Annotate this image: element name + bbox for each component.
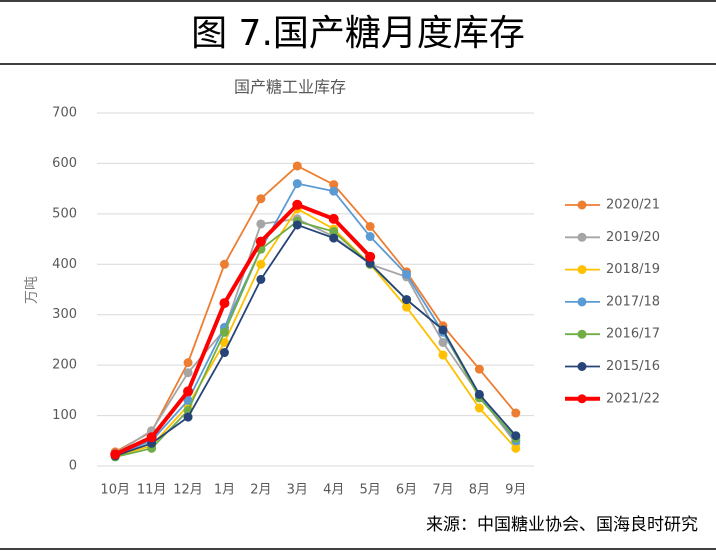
x-tick-label: 7月: [432, 483, 453, 498]
point: [438, 325, 448, 335]
point: [292, 179, 302, 189]
x-tick-label: 10月: [100, 483, 130, 498]
y-tick-label: 500: [52, 206, 77, 221]
legend-label: 2017/18: [606, 294, 660, 309]
point: [402, 302, 412, 312]
series-line: [114, 223, 517, 457]
point: [402, 295, 412, 305]
y-tick-label: 300: [52, 307, 77, 322]
point: [219, 337, 229, 347]
point: [438, 337, 448, 347]
legend-label: 2018/19: [606, 262, 660, 277]
x-tick-label: 11月: [137, 483, 167, 498]
point: [474, 389, 484, 399]
x-tick-label: 1月: [214, 483, 235, 498]
y-tick-label: 200: [52, 358, 77, 373]
legend-label: 2015/16: [606, 359, 660, 374]
series-line: [115, 220, 517, 458]
point: [183, 386, 194, 397]
legend-marker: [577, 394, 587, 404]
x-tick-label: 5月: [359, 483, 380, 498]
point: [219, 298, 230, 309]
series-line: [114, 164, 517, 453]
point: [474, 364, 484, 374]
point: [511, 431, 521, 441]
point: [110, 449, 121, 460]
point: [183, 368, 193, 378]
chart-title: 国产糖工业库存: [234, 78, 346, 97]
legend-label: 2016/17: [606, 327, 660, 342]
point: [183, 395, 193, 405]
point: [329, 180, 339, 190]
point: [255, 236, 266, 247]
point: [146, 432, 157, 443]
y-axis-label: 万吨: [24, 276, 40, 304]
x-tick-label: 9月: [505, 483, 526, 498]
point: [329, 233, 339, 243]
point: [219, 348, 229, 358]
point: [328, 213, 339, 224]
point: [292, 199, 303, 210]
point: [365, 232, 375, 242]
page-title: 图 7.国产糖月度库存: [191, 13, 525, 54]
x-tick-label: 8月: [469, 483, 490, 498]
legend-label: 2019/20: [606, 230, 660, 245]
point: [402, 269, 412, 279]
x-tick-label: 2月: [250, 483, 271, 498]
point: [292, 220, 302, 230]
y-tick-label: 0: [69, 459, 77, 474]
legend-marker: [577, 297, 587, 307]
point: [292, 161, 302, 171]
point: [256, 219, 266, 229]
series-line: [114, 217, 517, 455]
point: [365, 221, 375, 231]
x-tick-label: 4月: [323, 483, 344, 498]
point: [511, 443, 521, 453]
point: [183, 358, 193, 368]
legend-marker: [577, 265, 587, 275]
x-tick-label: 3月: [287, 483, 308, 498]
legend-marker: [577, 362, 587, 371]
y-tick-label: 400: [52, 257, 77, 272]
series-line: [114, 207, 517, 457]
y-tick-label: 600: [52, 156, 77, 171]
point: [329, 186, 339, 196]
point: [219, 327, 229, 337]
point: [438, 350, 448, 360]
point: [474, 403, 484, 413]
legend-marker: [577, 232, 587, 242]
point: [219, 259, 229, 269]
point: [183, 412, 193, 422]
x-tick-label: 6月: [396, 483, 417, 498]
series-line: [114, 182, 517, 456]
point: [256, 194, 266, 204]
source: 来源：中国糖业协会、国海良时研究: [426, 515, 698, 535]
point: [256, 259, 266, 269]
x-tick-label: 12月: [173, 483, 203, 498]
legend-marker: [577, 200, 587, 210]
legend-marker: [577, 329, 587, 339]
point: [365, 251, 376, 262]
point: [329, 227, 339, 237]
legend-label: 2020/21: [606, 198, 660, 213]
legend-label: 2021/22: [606, 391, 660, 406]
point: [511, 408, 521, 418]
y-tick-label: 700: [52, 106, 77, 121]
series-line: [114, 202, 372, 457]
y-tick-label: 100: [52, 408, 77, 423]
point: [256, 274, 266, 284]
